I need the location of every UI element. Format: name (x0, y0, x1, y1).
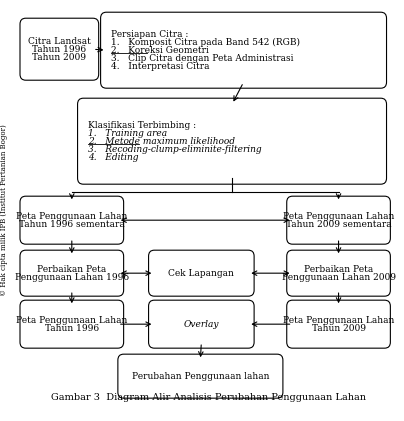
Text: 3.   Clip Citra dengan Peta Administrasi: 3. Clip Citra dengan Peta Administrasi (111, 54, 293, 63)
Text: 2.   Metode maximum likelihood: 2. Metode maximum likelihood (88, 137, 235, 146)
Text: Gambar 3  Diagram Alir Analisis Perubahan Penggunaan Lahan: Gambar 3 Diagram Alir Analisis Perubahan… (50, 393, 366, 402)
Text: 3.   Recoding-clump-eliminite-filtering: 3. Recoding-clump-eliminite-filtering (88, 145, 261, 154)
Text: 1.   Komposit Citra pada Band 542 (RGB): 1. Komposit Citra pada Band 542 (RGB) (111, 37, 300, 47)
FancyBboxPatch shape (287, 196, 390, 244)
Text: Perubahan Penggunaan lahan: Perubahan Penggunaan lahan (132, 372, 269, 381)
Text: 1.   Training area: 1. Training area (88, 129, 167, 138)
Text: 4.   Interpretasi Citra: 4. Interpretasi Citra (111, 62, 209, 71)
FancyBboxPatch shape (101, 12, 387, 88)
Text: Peta Penggunaan Lahan: Peta Penggunaan Lahan (283, 316, 394, 325)
Text: Cek Lapangan: Cek Lapangan (168, 269, 234, 278)
Text: Tahun 1996: Tahun 1996 (45, 324, 99, 333)
Text: Peta Penggunaan Lahan: Peta Penggunaan Lahan (16, 316, 128, 325)
Text: Peta Penggunaan Lahan: Peta Penggunaan Lahan (283, 212, 394, 221)
Text: Tahun 2009: Tahun 2009 (32, 53, 86, 62)
Text: Tahun 1996 sementara: Tahun 1996 sementara (19, 220, 125, 229)
Text: 4.   Editing: 4. Editing (88, 153, 139, 162)
Text: Tahun 2009 sementara: Tahun 2009 sementara (286, 220, 391, 229)
FancyBboxPatch shape (20, 18, 99, 80)
Text: Citra Landsat: Citra Landsat (28, 37, 91, 46)
FancyBboxPatch shape (118, 354, 283, 398)
Text: 2.   Koreksi Geometri: 2. Koreksi Geometri (111, 46, 209, 55)
Text: Tahun 2009: Tahun 2009 (311, 324, 366, 333)
Text: Perbaikan Peta: Perbaikan Peta (304, 265, 373, 274)
Text: Peta Penggunaan Lahan: Peta Penggunaan Lahan (16, 212, 128, 221)
Text: © Hak cipta milik IPB (Institut Pertanian Bogor): © Hak cipta milik IPB (Institut Pertania… (0, 125, 8, 296)
Text: Perbaikan Peta: Perbaikan Peta (37, 265, 106, 274)
FancyBboxPatch shape (20, 250, 124, 296)
FancyBboxPatch shape (20, 300, 124, 348)
FancyBboxPatch shape (149, 300, 254, 348)
Text: Persiapan Citra :: Persiapan Citra : (111, 30, 188, 39)
FancyBboxPatch shape (287, 250, 390, 296)
Text: Tahun 1996: Tahun 1996 (32, 45, 86, 54)
FancyBboxPatch shape (20, 196, 124, 244)
Text: Overlay: Overlay (183, 320, 219, 329)
FancyBboxPatch shape (78, 98, 387, 184)
Text: Penggunaan Lahan 1996: Penggunaan Lahan 1996 (15, 273, 129, 282)
FancyBboxPatch shape (149, 250, 254, 296)
Text: Klasifikasi Terbimbing :: Klasifikasi Terbimbing : (88, 121, 196, 130)
FancyBboxPatch shape (287, 300, 390, 348)
Text: Penggunaan Lahan 2009: Penggunaan Lahan 2009 (282, 273, 396, 282)
